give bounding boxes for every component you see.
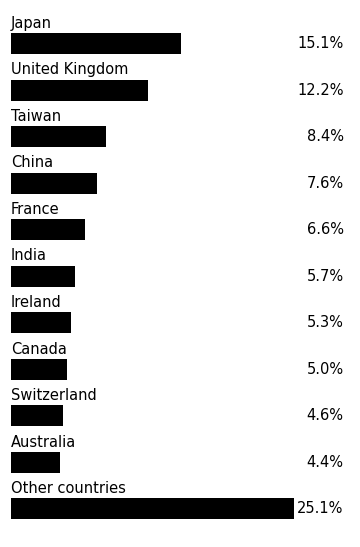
Bar	[11, 405, 63, 426]
Text: 8.4%: 8.4%	[307, 129, 343, 144]
Bar	[11, 452, 60, 473]
Bar	[11, 498, 294, 520]
Text: Switzerland: Switzerland	[11, 388, 96, 403]
Bar	[11, 80, 148, 101]
Bar	[11, 219, 85, 240]
Bar	[11, 126, 105, 147]
Text: United Kingdom: United Kingdom	[11, 62, 128, 77]
Text: Taiwan: Taiwan	[11, 109, 61, 124]
Text: 5.3%: 5.3%	[307, 315, 343, 330]
Text: 5.0%: 5.0%	[306, 362, 343, 377]
Text: 5.7%: 5.7%	[306, 269, 343, 284]
Text: India: India	[11, 248, 47, 264]
Text: Ireland: Ireland	[11, 295, 62, 310]
Bar	[11, 266, 75, 287]
Bar	[11, 359, 67, 380]
Text: 25.1%: 25.1%	[297, 502, 343, 516]
Text: 7.6%: 7.6%	[306, 176, 343, 191]
Text: 12.2%: 12.2%	[297, 83, 343, 97]
Bar	[11, 312, 71, 333]
Text: 4.4%: 4.4%	[307, 455, 343, 470]
Bar	[11, 173, 96, 194]
Text: 15.1%: 15.1%	[297, 36, 343, 51]
Text: Other countries: Other countries	[11, 481, 126, 496]
Text: Australia: Australia	[11, 435, 76, 450]
Text: Canada: Canada	[11, 341, 67, 357]
Text: 6.6%: 6.6%	[307, 222, 343, 237]
Text: 4.6%: 4.6%	[307, 409, 343, 423]
Text: France: France	[11, 202, 59, 217]
Bar	[11, 33, 181, 54]
Text: Japan: Japan	[11, 16, 52, 31]
Text: China: China	[11, 155, 53, 170]
